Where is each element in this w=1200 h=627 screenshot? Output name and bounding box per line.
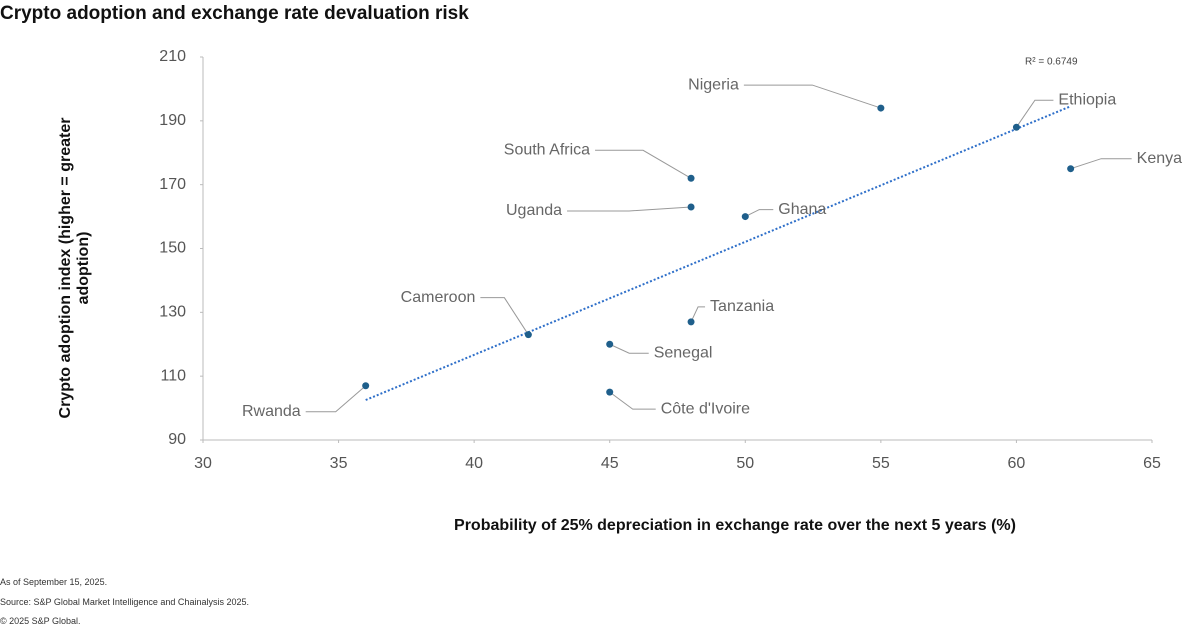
x-tick-label: 45 [601,455,619,472]
point-label: Cameroon [401,289,476,306]
chart-title: Crypto adoption and exchange rate devalu… [0,3,469,24]
point [1012,123,1020,131]
note: Source: S&P Global Market Intelligence a… [0,597,249,607]
x-tick-label: 60 [1008,455,1026,472]
y-tick-label: 90 [168,431,186,448]
leader-line [595,149,692,179]
y-tick-label: 190 [159,112,186,129]
x-axis-title: Probability of 25% depreciation in excha… [454,517,1016,534]
point [524,331,532,339]
point-label: Kenya [1137,150,1182,167]
point [687,203,695,211]
point-label: Côte d'Ivoire [661,400,750,417]
note: As of September 15, 2025. [0,577,108,587]
x-tick-label: 55 [872,455,890,472]
y-tick-label: 210 [159,48,186,65]
note: © 2025 S&P Global. [0,616,81,626]
x-tick-label: 50 [736,455,754,472]
point [741,213,749,221]
leader-line [1016,99,1054,128]
r-squared: R² = 0.6749 [1025,57,1078,68]
point-label: Ghana [778,201,826,218]
leader-line [609,343,649,354]
y-tick-label: 130 [159,304,186,321]
leader-line [567,206,692,212]
point [877,104,885,112]
leader-line [480,297,529,335]
leader-line [609,391,656,410]
y-tick-label: 170 [159,176,186,193]
leader-line [745,209,774,218]
point [687,174,695,182]
point-label: Uganda [506,202,562,219]
point-label: Senegal [654,344,713,361]
point-label: Tanzania [710,298,774,315]
point [362,382,370,390]
point-label: Rwanda [242,403,301,420]
point-label: South Africa [504,142,590,159]
y-tick-label: 150 [159,240,186,257]
leader-line [690,306,706,323]
x-tick-label: 40 [465,455,483,472]
point [606,388,614,396]
point [687,318,695,326]
x-tick-label: 30 [194,455,212,472]
x-tick-label: 65 [1143,455,1161,472]
leader-line [1070,158,1132,170]
point [1067,165,1075,173]
leader-line [743,84,882,109]
y-tick-label: 110 [160,367,186,384]
point-label: Ethiopia [1058,91,1116,108]
leader-line [305,385,367,413]
y-axis-title: Crypto adoption index (higher = greater … [57,117,92,419]
x-tick-label: 35 [330,455,348,472]
trendline [365,105,1072,401]
point-label: Nigeria [688,76,739,93]
point [606,340,614,348]
